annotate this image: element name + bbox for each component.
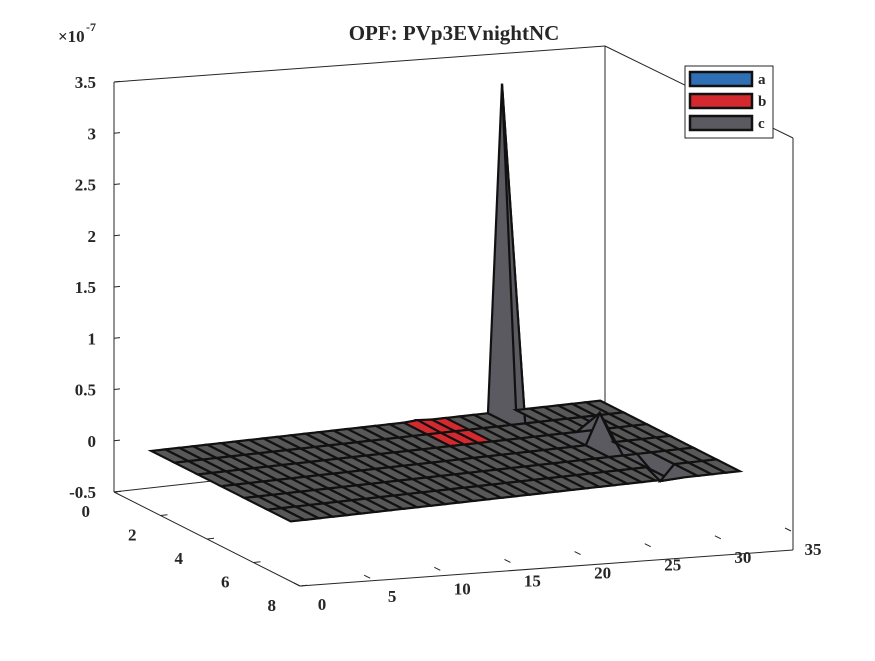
x-axis-line	[299, 549, 794, 587]
legend-label-c: c	[758, 116, 765, 132]
x-tick-labels: 0 5 10 15 20 25 30 35	[318, 540, 822, 614]
z-tick-mark	[113, 285, 121, 288]
x-tick-label: 0	[318, 595, 327, 614]
tick-marks	[113, 80, 792, 587]
z-tick-label: 2.5	[75, 176, 96, 195]
z-tick-mark	[113, 337, 121, 339]
y-tick-mark	[113, 490, 122, 493]
y-tick-mark	[253, 561, 261, 563]
z-exponent-power: -7	[86, 20, 96, 34]
z-tick-mark	[113, 439, 121, 442]
x-tick-label: 10	[454, 579, 471, 598]
legend: abc	[684, 65, 774, 139]
z-exponent-base: ×10	[58, 27, 85, 46]
surface-cell	[698, 458, 744, 474]
y-tick-labels: 0 2 4 6 8	[82, 502, 277, 615]
legend-label-b: b	[758, 94, 766, 110]
z-tick-mark	[113, 234, 121, 237]
z-tick-label: 3	[88, 124, 97, 143]
z-tick-label: 2	[88, 227, 97, 246]
x-tick-mark	[504, 558, 511, 563]
z-tick-label: -0.5	[69, 483, 96, 502]
y-tick-label: 6	[221, 573, 230, 592]
x-tick-mark	[293, 582, 301, 587]
z-tick-label: 1	[88, 329, 97, 348]
x-tick-mark	[644, 543, 651, 548]
z-tick-label: 3.5	[75, 73, 96, 92]
x-tick-mark	[363, 574, 371, 579]
legend-swatch-c	[688, 114, 754, 132]
z-tick-label: 1.5	[75, 278, 96, 297]
x-tick-label: 35	[805, 540, 822, 559]
y-tick-mark	[206, 537, 215, 540]
x-tick-label: 30	[734, 548, 751, 567]
y-tick-label: 8	[268, 596, 277, 615]
z-tick-mark	[113, 388, 121, 390]
top-back-edge	[113, 45, 606, 83]
x-tick-label: 20	[594, 564, 611, 583]
x-tick-mark	[784, 527, 792, 532]
x-tick-label: 15	[524, 571, 541, 590]
y-tick-label: 4	[175, 549, 184, 568]
chart-title: OPF: PVp3EVnightNC	[349, 21, 560, 45]
y-tick-mark	[299, 584, 308, 587]
legend-label-a: a	[758, 72, 766, 88]
x-tick-label: 5	[388, 587, 397, 606]
x-tick-mark	[434, 566, 441, 571]
x-tick-label: 25	[664, 556, 681, 575]
legend-swatch-b	[688, 92, 754, 110]
y-tick-mark	[160, 514, 168, 516]
x-tick-mark	[574, 551, 581, 556]
legend-swatch-a	[688, 70, 754, 88]
z-tick-mark	[113, 80, 121, 83]
z-tick-mark	[113, 132, 121, 134]
y-tick-label: 0	[82, 502, 91, 521]
x-tick-mark	[714, 535, 722, 540]
z-tick-label: 0.5	[75, 381, 96, 400]
z-tick-label: 0	[88, 432, 97, 451]
z-tick-mark	[113, 183, 121, 185]
surface-mesh	[147, 83, 744, 523]
z-tick-labels: -0.5 0 0.5 1 1.5 2 2.5 3 3.5	[69, 73, 96, 502]
y-tick-label: 2	[128, 526, 137, 545]
